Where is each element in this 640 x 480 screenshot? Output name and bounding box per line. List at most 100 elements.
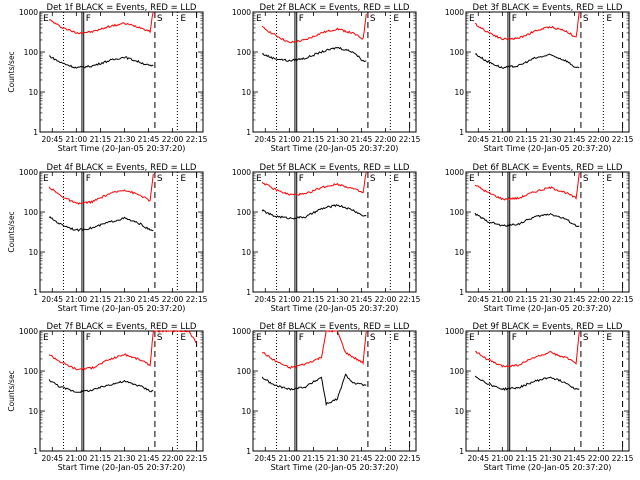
- lld-series-line: [261, 171, 367, 196]
- y-tick-label: 100: [450, 48, 465, 57]
- y-tick-label: 10: [28, 407, 38, 416]
- x-tick-label: 21:00: [279, 454, 301, 463]
- event-marker-letter: E: [393, 14, 399, 24]
- x-tick-label: 21:00: [279, 295, 301, 304]
- lld-series-line: [261, 330, 367, 370]
- x-tick-label: 21:15: [516, 454, 538, 463]
- events-series-line: [261, 373, 367, 407]
- y-tick-label: 100: [450, 367, 465, 376]
- x-tick-label: 21:30: [327, 295, 349, 304]
- x-tick-label: 22:00: [375, 135, 397, 144]
- lld-series-line: [48, 11, 154, 35]
- panel-9f: Det 9f BLACK = Events, RED = LLD 1 10 100 10…: [445, 322, 634, 472]
- panel-8f: Det 8f BLACK = Events, RED = LLD 1 10 100 10…: [232, 322, 421, 472]
- x-tick-label: 21:00: [66, 454, 88, 463]
- lld-series-line: [48, 173, 154, 205]
- y-tick-label: 1000: [232, 327, 251, 336]
- event-marker-letter: F: [299, 333, 304, 343]
- y-tick-label: 1000: [19, 168, 38, 177]
- event-marker-letter: F: [86, 14, 91, 24]
- x-tick-label: 21:45: [351, 454, 373, 463]
- y-axis-label: Counts/sec: [7, 51, 16, 92]
- y-tick-label: 100: [237, 367, 252, 376]
- panel-2f: Det 2f BLACK = Events, RED = LLD 1 10 100 10…: [232, 3, 421, 153]
- events-series-line: [48, 216, 154, 232]
- x-tick-label: 21:15: [90, 295, 112, 304]
- y-tick-label: 1: [246, 288, 251, 297]
- plot-frame: [39, 11, 204, 133]
- y-tick-label: 10: [241, 248, 251, 257]
- x-axis-label: Start Time (20-Jan-05 20:37:20): [271, 144, 399, 153]
- lld-series-line: [48, 330, 197, 371]
- x-tick-label: 20:45: [41, 135, 63, 144]
- x-tick-label: 21:15: [303, 135, 325, 144]
- x-tick-label: 21:15: [516, 135, 538, 144]
- x-tick-label: 21:15: [303, 454, 325, 463]
- y-axis-label: Counts/sec: [7, 211, 16, 252]
- panel-3f: Det 3f BLACK = Events, RED = LLD 1 10 100 10…: [445, 3, 634, 153]
- event-marker-letter: E: [469, 333, 475, 343]
- x-axis-label: Start Time (20-Jan-05 20:37:20): [484, 304, 612, 313]
- y-tick-label: 1000: [19, 327, 38, 336]
- y-tick-label: 1: [246, 447, 251, 456]
- x-tick-label: 21:45: [138, 135, 160, 144]
- y-tick-label: 10: [28, 248, 38, 257]
- x-tick-label: 22:15: [399, 454, 421, 463]
- event-marker-letter: E: [180, 333, 186, 343]
- panel-title: Det 9f BLACK = Events, RED = LLD: [473, 322, 623, 332]
- event-marker-letter: E: [606, 333, 612, 343]
- y-tick-label: 100: [450, 208, 465, 217]
- event-marker-letter: E: [256, 14, 262, 24]
- x-tick-label: 20:45: [254, 135, 276, 144]
- x-axis-label: Start Time (20-Jan-05 20:37:20): [271, 463, 399, 472]
- y-tick-label: 100: [24, 367, 39, 376]
- x-tick-label: 22:15: [612, 135, 634, 144]
- x-tick-label: 22:00: [375, 295, 397, 304]
- events-series-line: [262, 46, 367, 63]
- x-tick-label: 22:15: [399, 295, 421, 304]
- event-marker-letter: S: [157, 333, 163, 343]
- lld-series-line: [474, 11, 580, 41]
- event-marker-letter: S: [583, 333, 589, 343]
- plot-frame: [465, 330, 630, 452]
- x-tick-label: 21:00: [492, 135, 514, 144]
- lld-series-line: [261, 13, 367, 44]
- x-axis-label: Start Time (20-Jan-05 20:37:20): [58, 463, 186, 472]
- x-tick-label: 20:45: [467, 135, 489, 144]
- x-axis-label: Start Time (20-Jan-05 20:37:20): [484, 463, 612, 472]
- event-marker-letter: E: [606, 14, 612, 24]
- events-series-line: [261, 203, 367, 220]
- y-tick-label: 1000: [445, 327, 464, 336]
- panel-4f: Det 4f BLACK = Events, RED = LLD 1 10 100 10…: [7, 163, 208, 313]
- event-marker-letter: E: [43, 14, 49, 24]
- y-axis-label: Counts/sec: [7, 370, 16, 411]
- y-tick-label: 1: [33, 447, 38, 456]
- x-axis-label: Start Time (20-Jan-05 20:37:20): [484, 144, 612, 153]
- y-tick-label: 1: [33, 128, 38, 137]
- x-tick-label: 21:45: [138, 295, 160, 304]
- plot-frame: [252, 11, 417, 133]
- plot-frame: [465, 11, 630, 133]
- event-marker-letter: S: [157, 14, 163, 24]
- x-tick-label: 21:30: [114, 454, 136, 463]
- event-marker-letter: S: [583, 174, 589, 184]
- x-tick-label: 22:15: [612, 295, 634, 304]
- x-tick-label: 21:00: [66, 295, 88, 304]
- event-marker-letter: E: [256, 333, 262, 343]
- x-tick-label: 21:30: [114, 295, 136, 304]
- x-tick-label: 22:15: [612, 454, 634, 463]
- plot-frame: [39, 171, 204, 293]
- y-tick-label: 1: [459, 447, 464, 456]
- event-marker-letter: F: [299, 174, 304, 184]
- y-tick-label: 10: [28, 88, 38, 97]
- panel-title: Det 1f BLACK = Events, RED = LLD: [47, 3, 197, 13]
- event-marker-letter: E: [469, 174, 475, 184]
- y-tick-label: 10: [241, 407, 251, 416]
- y-tick-label: 1000: [232, 168, 251, 177]
- event-marker-letter: F: [86, 333, 91, 343]
- x-tick-label: 22:15: [186, 295, 208, 304]
- events-series-line: [48, 379, 154, 393]
- y-tick-label: 1: [459, 288, 464, 297]
- panel-title: Det 5f BLACK = Events, RED = LLD: [260, 163, 410, 173]
